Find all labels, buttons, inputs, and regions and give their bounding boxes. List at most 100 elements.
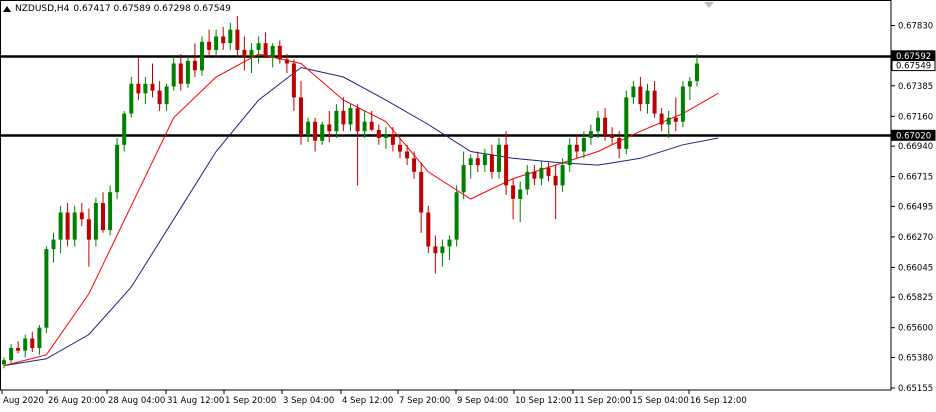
candle-body (277, 45, 282, 60)
candle-body (489, 154, 494, 172)
x-tick-label: 16 Sep 12:00 (690, 396, 747, 406)
candle (192, 43, 197, 77)
candle-body (596, 117, 600, 132)
candle-body (256, 43, 261, 50)
candle (150, 63, 155, 98)
candle-body (475, 158, 480, 166)
candle (348, 104, 353, 132)
candle (235, 16, 240, 57)
candle (228, 22, 233, 50)
candle-body (30, 338, 35, 348)
y-tick-label: 0.66495 (898, 202, 933, 212)
x-tick-label: 31 Aug 12:00 (167, 396, 224, 406)
candle (468, 154, 473, 179)
candle (355, 104, 360, 186)
candle-body (624, 97, 629, 149)
candle (645, 83, 650, 114)
y-tick-label: 0.66045 (898, 263, 933, 273)
symbol-label: NZDUSD,H4 (15, 4, 70, 14)
candle (320, 121, 325, 145)
candle (638, 77, 643, 111)
candle (256, 36, 261, 64)
x-tick-label: 11 Sep 20:00 (574, 396, 631, 406)
candle-body (610, 135, 615, 138)
candle (405, 144, 410, 166)
candle (93, 197, 98, 247)
candle (447, 235, 452, 260)
candle (673, 97, 678, 132)
candle-body (433, 246, 438, 254)
candle (560, 158, 565, 193)
candle (680, 81, 685, 128)
candle-body (482, 154, 487, 166)
y-tick-label: 0.67830 (898, 22, 933, 32)
candle (79, 203, 84, 227)
candle-body (348, 108, 353, 125)
candle (398, 138, 402, 159)
candle-body (108, 192, 113, 231)
price-label-box (891, 60, 936, 72)
y-tick-label: 0.66715 (898, 173, 933, 183)
candle-body (65, 212, 70, 240)
candle (37, 325, 42, 355)
candle (30, 331, 35, 353)
ohlc-label: 0.67417 0.67589 0.67298 0.67549 (73, 4, 231, 14)
y-tick-label: 0.65825 (898, 293, 933, 303)
candle (2, 357, 6, 369)
candle-body (228, 29, 233, 44)
candle (525, 165, 530, 195)
candle-body (207, 41, 212, 50)
candle (164, 83, 169, 111)
candle-body (426, 212, 431, 247)
candle (383, 127, 388, 149)
candle-body (687, 81, 692, 87)
candle-body (511, 185, 516, 199)
candle (497, 138, 501, 179)
moving-average-slow (3, 66, 719, 367)
candle-body (192, 60, 197, 71)
x-tick-label: 7 Sep 20:00 (399, 396, 450, 406)
candle-body (553, 175, 558, 186)
candle (369, 110, 374, 132)
candle (489, 144, 494, 179)
candle-body (695, 63, 699, 82)
candle-body (574, 144, 579, 152)
candle (23, 334, 28, 358)
candle-body (454, 192, 459, 240)
candle (567, 138, 572, 172)
candle-body (539, 167, 544, 179)
candle (65, 203, 70, 247)
candle (51, 232, 56, 263)
candle (440, 239, 445, 267)
candle-body (9, 348, 14, 361)
candle-body (313, 121, 318, 141)
candle (16, 341, 21, 354)
candle-body (284, 59, 289, 64)
candle-body (546, 167, 551, 176)
symbol-triangle-icon (3, 6, 11, 12)
candle (86, 208, 91, 267)
candle (185, 56, 190, 88)
price-label-box (891, 129, 936, 141)
candle-body (44, 249, 49, 328)
candle-body (320, 124, 325, 141)
candle-body (376, 129, 381, 138)
candle (136, 56, 141, 101)
candle (511, 178, 516, 220)
candle (200, 36, 204, 76)
candle-body (242, 49, 247, 57)
candle-body (72, 212, 77, 240)
scroll-shift-icon[interactable] (704, 2, 714, 8)
candle-body (673, 117, 678, 122)
candle-body (369, 121, 374, 130)
candle-body (58, 212, 63, 240)
y-tick-label: 0.65155 (898, 384, 933, 394)
candle-body (645, 90, 650, 105)
candle (412, 151, 417, 179)
candle (461, 151, 466, 199)
candle (129, 77, 134, 118)
candle-body (341, 110, 346, 125)
candle (419, 162, 424, 233)
candle-body (638, 86, 643, 105)
